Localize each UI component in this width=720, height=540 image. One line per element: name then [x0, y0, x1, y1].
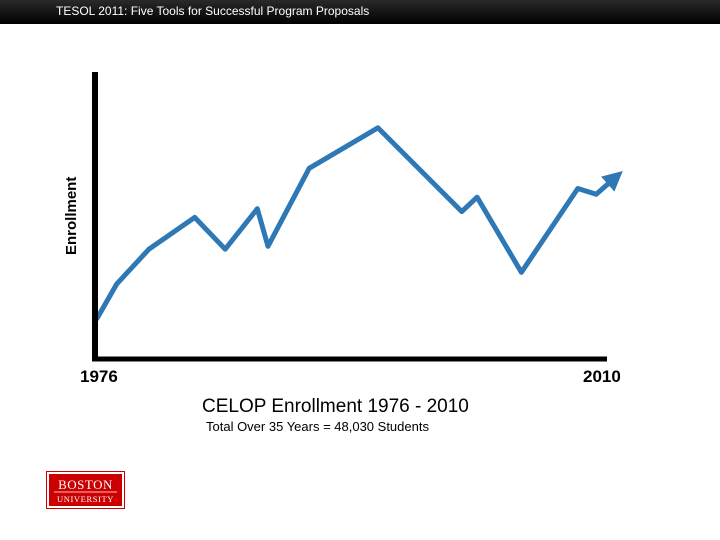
series-line-0: [94, 125, 623, 321]
header-bar: TESOL 2011: Five Tools for Successful Pr…: [0, 0, 720, 24]
boston-university-logo: BOSTON UNIVERSITY: [46, 471, 125, 509]
presentation-title: TESOL 2011: Five Tools for Successful Pr…: [56, 4, 370, 18]
y-axis-title: Enrollment: [63, 177, 80, 255]
chart-title: CELOP Enrollment 1976 - 2010: [202, 396, 469, 417]
x-tick-label-end: 2010: [583, 367, 621, 386]
logo-line-1: BOSTON: [58, 477, 113, 492]
boston-university-logo-mark: BOSTON UNIVERSITY: [54, 477, 117, 504]
logo-line-2: UNIVERSITY: [57, 494, 114, 504]
chart-subtitle: Total Over 35 Years = 48,030 Students: [206, 419, 429, 434]
x-tick-label-start: 1976: [80, 367, 118, 386]
